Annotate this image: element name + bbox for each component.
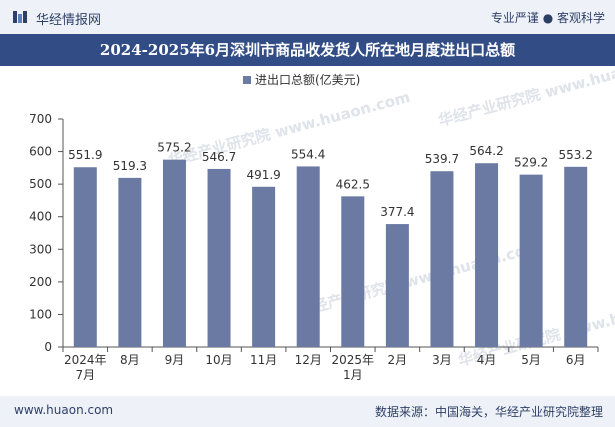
website-url: www.huaon.com <box>14 403 114 417</box>
brand-logo-icon <box>13 11 27 23</box>
y-tick-label: 0 <box>44 340 52 354</box>
bar <box>118 177 142 347</box>
y-tick-label: 200 <box>29 275 52 289</box>
bar <box>475 163 499 347</box>
y-tick-label: 400 <box>29 210 52 224</box>
bar <box>385 224 409 347</box>
data-label: 529.2 <box>514 156 548 170</box>
brand-tagline: 专业严谨 ● 客观科学 <box>490 11 605 25</box>
bar <box>341 196 365 347</box>
brand-name: 华经情报网 <box>36 13 102 28</box>
x-tick-label: 2025年 1月 <box>332 353 375 382</box>
bar <box>252 186 276 347</box>
data-label: 564.2 <box>469 144 503 158</box>
data-label: 553.2 <box>559 148 593 162</box>
x-tick-label: 12月 <box>295 353 322 367</box>
x-tick-label: 9月 <box>165 353 185 367</box>
x-tick-label: 2月 <box>388 353 408 367</box>
bar <box>73 167 97 347</box>
data-label: 551.9 <box>68 148 102 162</box>
legend-swatch <box>243 76 251 84</box>
y-tick-label: 500 <box>29 177 52 191</box>
bar <box>207 168 231 347</box>
bar <box>564 166 588 347</box>
chart-title: 2024-2025年6月深圳市商品收发货人所在地月度进出口总额 <box>99 41 516 59</box>
y-tick-label: 100 <box>29 307 52 321</box>
y-tick-label: 700 <box>29 112 52 126</box>
y-tick-label: 600 <box>29 145 52 159</box>
data-label: 519.3 <box>113 159 147 173</box>
bar <box>162 159 186 347</box>
bar <box>430 171 454 347</box>
x-tick-label: 6月 <box>566 353 586 367</box>
bar <box>296 166 320 347</box>
x-tick-label: 2024年 7月 <box>64 353 107 382</box>
x-tick-label: 4月 <box>477 353 497 367</box>
data-label: 554.4 <box>291 147 325 161</box>
data-label: 539.7 <box>425 152 459 166</box>
data-label: 575.2 <box>157 141 191 155</box>
watermark-text: 华经产业研究院 www.huaon.com <box>296 238 542 320</box>
watermark-text: 华经产业研究院 www.huaon.com <box>436 66 615 130</box>
bar-chart: 华经产业研究院 www.huaon.com 华经产业研究院 www.huaon.c… <box>29 66 615 382</box>
bottom-bar: www.huaon.com 数据来源：中国海关，华经产业研究院整理 <box>0 396 615 427</box>
data-label: 491.9 <box>246 168 280 182</box>
x-tick-label: 5月 <box>521 353 541 367</box>
data-source: 数据来源：中国海关，华经产业研究院整理 <box>374 405 603 419</box>
x-tick-label: 3月 <box>432 353 452 367</box>
data-label: 462.5 <box>336 177 370 191</box>
title-bar: 2024-2025年6月深圳市商品收发货人所在地月度进出口总额 <box>0 34 615 66</box>
y-tick-label: 300 <box>29 242 52 256</box>
x-tick-label: 11月 <box>250 353 277 367</box>
bar <box>519 174 543 347</box>
x-tick-label: 10月 <box>205 353 232 367</box>
top-bar: 华经情报网 专业严谨 ● 客观科学 <box>0 0 615 34</box>
data-label: 546.7 <box>202 150 236 164</box>
data-label: 377.4 <box>380 205 414 219</box>
legend-label: 进出口总额(亿美元) <box>255 72 360 87</box>
x-tick-label: 8月 <box>120 353 140 367</box>
